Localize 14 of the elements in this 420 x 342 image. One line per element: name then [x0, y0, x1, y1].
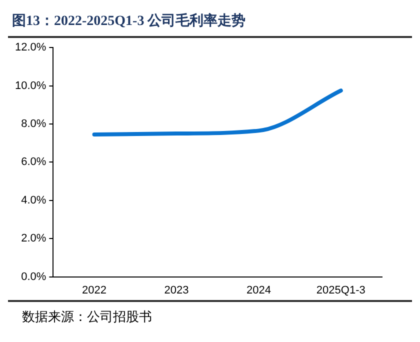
- y-tick-label: 8.0%: [21, 118, 46, 130]
- y-tick-label: 4.0%: [21, 194, 46, 206]
- y-tick-label: 12.0%: [14, 42, 46, 54]
- y-tick-label: 2.0%: [21, 232, 46, 245]
- y-tick-label: 10.0%: [14, 80, 46, 92]
- x-tick-label: 2024: [246, 284, 271, 296]
- y-tick-label: 0.0%: [21, 270, 46, 283]
- chart-title: 图13：2022-2025Q1-3 公司毛利率走势: [8, 8, 412, 38]
- x-tick-label: 2025Q1-3: [316, 284, 366, 296]
- line-series: [92, 88, 343, 137]
- source-note: 数据来源：公司招股书: [22, 308, 153, 326]
- x-tick-label: 2022: [82, 284, 107, 296]
- y-tick-label: 6.0%: [21, 156, 46, 168]
- x-tick-label: 2023: [164, 284, 189, 296]
